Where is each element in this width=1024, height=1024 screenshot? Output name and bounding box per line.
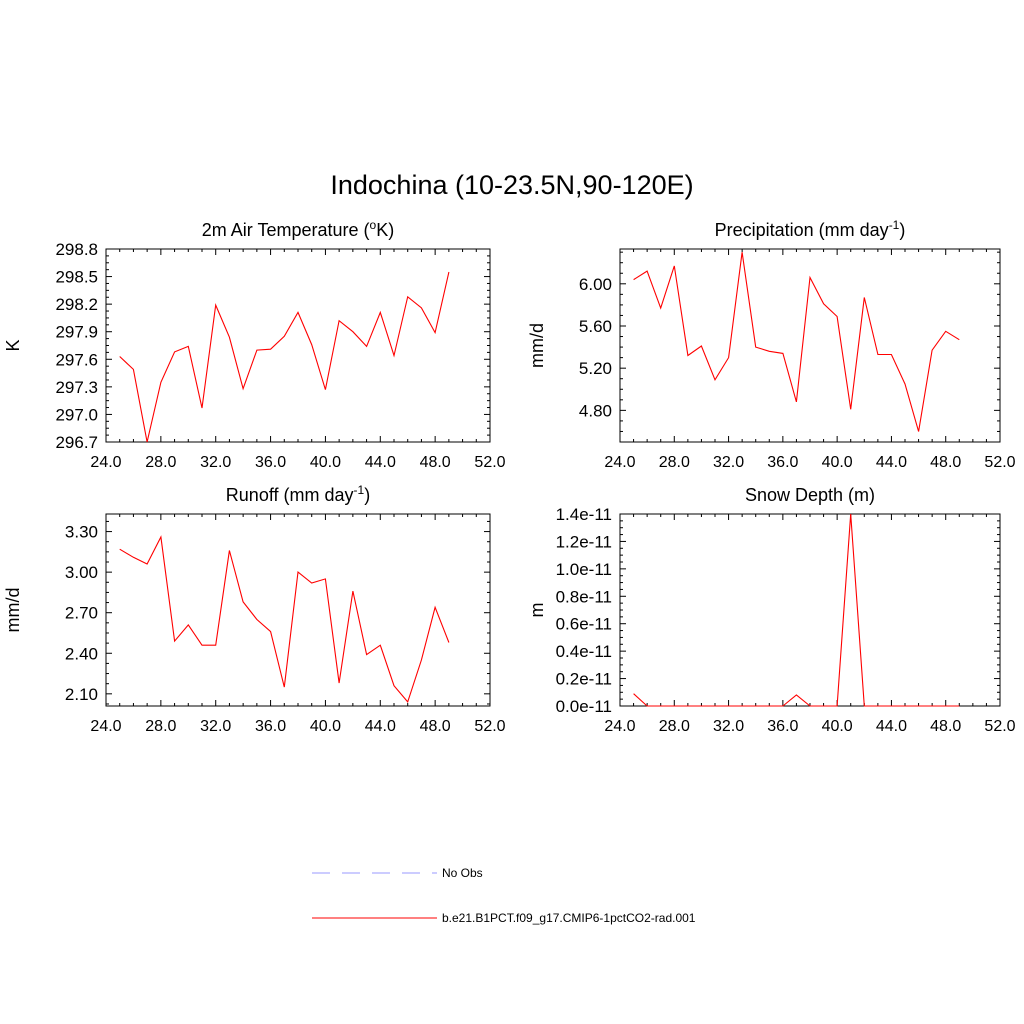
series-line xyxy=(633,513,960,707)
panel-title-main: Runoff (mm day xyxy=(226,485,354,505)
y-tick-label: 297.9 xyxy=(55,323,98,342)
legend: No Obs b.e21.B1PCT.f09_g17.CMIP6-1pctCO2-… xyxy=(312,866,696,925)
y-axis-label: mm/d xyxy=(527,323,547,368)
y-tick-label: 6.00 xyxy=(579,275,612,294)
x-tick-label: 48.0 xyxy=(420,718,451,735)
y-tick-label: 2.70 xyxy=(65,604,98,623)
x-tick-label: 44.0 xyxy=(365,718,396,735)
y-tick-label: 297.0 xyxy=(55,405,98,424)
x-tick-label: 36.0 xyxy=(255,454,286,471)
y-tick-label: 0.8e-11 xyxy=(556,587,612,606)
x-tick-label: 48.0 xyxy=(420,454,451,471)
x-tick-label: 40.0 xyxy=(822,718,853,735)
panel-title: Snow Depth (m) xyxy=(745,485,875,505)
x-tick-label: 28.0 xyxy=(145,454,176,471)
x-tick-label: 44.0 xyxy=(876,454,907,471)
x-tick-label: 32.0 xyxy=(713,454,744,471)
x-tick-label: 28.0 xyxy=(659,454,690,471)
x-tick-label: 24.0 xyxy=(604,718,635,735)
x-tick-label: 52.0 xyxy=(984,454,1015,471)
panel-title: Precipitation (mm day-1) xyxy=(715,218,906,240)
y-axis-label: K xyxy=(3,339,23,351)
x-tick-label: 52.0 xyxy=(474,718,505,735)
y-tick-label: 0.4e-11 xyxy=(556,642,612,661)
legend-label: No Obs xyxy=(442,866,483,880)
panel-4: Snow Depth (m) m 24.0 28.0 32.0 36.0 40.0 44.0 4… xyxy=(527,485,1016,735)
y-tick-label: 0.2e-11 xyxy=(556,670,612,689)
panel-title: 2m Air Temperature (oK) xyxy=(202,218,394,240)
x-tick-label: 36.0 xyxy=(255,718,286,735)
panel-title-end: ) xyxy=(364,485,370,505)
series-line xyxy=(633,252,960,432)
series-line xyxy=(119,535,450,704)
y-tick-label: 298.2 xyxy=(55,295,98,314)
y-tick-label: 2.40 xyxy=(65,644,98,663)
x-tick-label: 52.0 xyxy=(984,718,1015,735)
y-tick-label: 4.80 xyxy=(579,401,612,420)
y-tick-label: 5.20 xyxy=(579,359,612,378)
y-tick-label: 5.60 xyxy=(579,317,612,336)
figure-title: Indochina (10-23.5N,90-120E) xyxy=(330,170,693,200)
y-tick-label: 0.6e-11 xyxy=(556,615,612,634)
x-tick-label: 44.0 xyxy=(365,454,396,471)
y-tick-label: 2.10 xyxy=(65,685,98,704)
x-tick-label: 40.0 xyxy=(310,718,341,735)
y-tick-label: 297.3 xyxy=(55,378,98,397)
y-tick-label: 1.2e-11 xyxy=(556,532,612,551)
y-tick-label: 3.00 xyxy=(65,563,98,582)
x-tick-label: 32.0 xyxy=(200,718,231,735)
x-tick-label: 24.0 xyxy=(604,454,635,471)
panel-title-main: 2m Air Temperature ( xyxy=(202,220,370,240)
y-tick-label: 298.5 xyxy=(55,268,98,287)
panel-title-sup: o xyxy=(370,218,377,232)
x-tick-label: 28.0 xyxy=(659,718,690,735)
x-tick-label: 24.0 xyxy=(90,454,121,471)
panel-3: Runoff (mm day-1) mm/d 24.0 28.0 32.0 36.0 40.… xyxy=(3,483,506,735)
x-tick-label: 36.0 xyxy=(767,718,798,735)
x-tick-label: 52.0 xyxy=(474,454,505,471)
y-tick-label: 3.30 xyxy=(65,523,98,542)
x-tick-label: 28.0 xyxy=(145,718,176,735)
series-line xyxy=(119,271,450,443)
y-tick-label: 1.0e-11 xyxy=(556,560,612,579)
x-tick-label: 32.0 xyxy=(713,718,744,735)
panel-title-end: ) xyxy=(899,220,905,240)
panel-2: Precipitation (mm day-1) mm/d 24.0 28.0 32.0… xyxy=(527,218,1016,471)
panel-title-end: K) xyxy=(376,220,394,240)
y-axis-label: mm/d xyxy=(3,588,23,633)
y-tick-label: 297.6 xyxy=(55,350,98,369)
x-tick-label: 48.0 xyxy=(930,454,961,471)
panel-1: 2m Air Temperature (oK) K 24.0 28.0 32.0 36.0… xyxy=(3,218,506,471)
y-tick-label: 1.4e-11 xyxy=(556,505,612,524)
x-tick-label: 24.0 xyxy=(90,718,121,735)
panel-title: Runoff (mm day-1) xyxy=(226,483,370,505)
y-tick-label: 296.7 xyxy=(55,433,98,452)
panel-title-sup: -1 xyxy=(889,218,900,232)
x-tick-label: 40.0 xyxy=(310,454,341,471)
panel-title-sup: -1 xyxy=(354,483,365,497)
y-tick-label: 298.8 xyxy=(55,240,98,259)
y-tick-label: 0.0e-11 xyxy=(556,697,612,716)
x-tick-label: 48.0 xyxy=(930,718,961,735)
panel-title-main: Snow Depth (m) xyxy=(745,485,875,505)
x-tick-label: 32.0 xyxy=(200,454,231,471)
x-tick-label: 44.0 xyxy=(876,718,907,735)
panel-title-main: Precipitation (mm day xyxy=(715,220,889,240)
x-tick-label: 40.0 xyxy=(822,454,853,471)
y-axis-label: m xyxy=(527,603,547,618)
legend-label: b.e21.B1PCT.f09_g17.CMIP6-1pctCO2-rad.00… xyxy=(442,911,696,925)
x-tick-label: 36.0 xyxy=(767,454,798,471)
